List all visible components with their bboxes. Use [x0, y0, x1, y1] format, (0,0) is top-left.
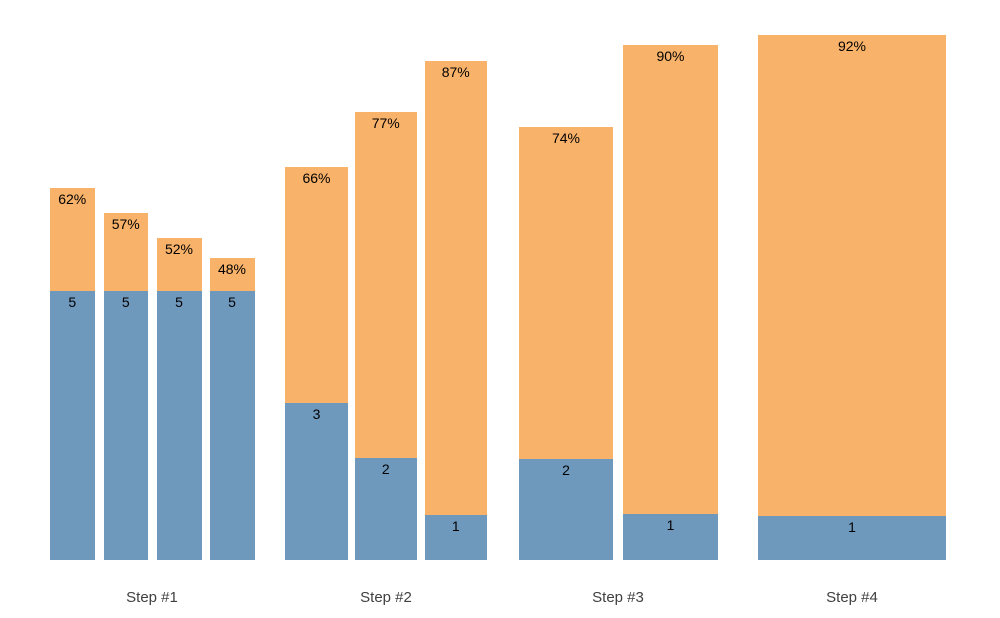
- stacked-bar: 87% 1: [424, 61, 487, 560]
- bar-top-segment: 57%: [103, 213, 148, 291]
- stacked-bar: 66% 3: [285, 167, 348, 560]
- bar-bottom-segment: 1: [623, 514, 718, 560]
- bar-percent-label: 48%: [217, 261, 247, 277]
- bar-percent-label: 77%: [371, 115, 400, 131]
- bar-count-label: 5: [121, 294, 130, 310]
- bar-bottom-segment: 5: [50, 291, 95, 560]
- bar-count-label: 5: [68, 294, 77, 310]
- bar-count-label: 1: [666, 517, 675, 533]
- bar-count-label: 1: [451, 518, 460, 534]
- x-axis-label: Step #1: [126, 589, 178, 606]
- bar-bottom-segment: 5: [209, 291, 255, 560]
- bar-percent-label: 52%: [164, 241, 194, 257]
- bar-percent-label: 66%: [302, 170, 331, 186]
- bar-percent-label: 87%: [441, 64, 470, 80]
- bar-count-label: 5: [228, 294, 236, 310]
- bar-count-label: 2: [381, 461, 390, 477]
- bar-top-segment: 52%: [156, 238, 202, 291]
- bar-top-segment: 74%: [519, 127, 613, 459]
- stacked-bar: 90% 1: [623, 45, 718, 560]
- bar-bottom-segment: 3: [285, 403, 348, 560]
- stacked-bar: 57% 5: [103, 213, 148, 560]
- stacked-bar: 92% 1: [758, 35, 946, 560]
- x-axis-label: Step #3: [592, 589, 644, 606]
- bar-top-segment: 87%: [424, 61, 487, 515]
- bar-top-segment: 62%: [50, 188, 95, 291]
- bar-percent-label: 57%: [111, 216, 140, 232]
- bar-percent-label: 90%: [656, 48, 685, 64]
- stacked-bar: 77% 2: [354, 112, 417, 560]
- stacked-bar: 48% 5: [209, 258, 255, 560]
- bar-bottom-segment: 1: [424, 515, 487, 560]
- stacked-bar: 74% 2: [519, 127, 613, 560]
- bar-bottom-segment: 2: [519, 459, 613, 560]
- bar-count-label: 2: [562, 462, 570, 478]
- bar-count-label: 3: [312, 406, 321, 422]
- bar-count-label: 5: [175, 294, 183, 310]
- bar-count-label: 1: [848, 519, 856, 535]
- bar-top-segment: 48%: [209, 258, 255, 291]
- x-axis-label: Step #4: [826, 589, 878, 606]
- stacked-bar: 62% 5: [50, 188, 95, 560]
- bar-top-segment: 92%: [758, 35, 946, 516]
- bar-top-segment: 66%: [285, 167, 348, 403]
- bar-percent-label: 62%: [58, 191, 87, 207]
- x-axis-label: Step #2: [360, 589, 412, 606]
- bar-bottom-segment: 5: [103, 291, 148, 560]
- bar-top-segment: 77%: [354, 112, 417, 458]
- bar-bottom-segment: 2: [354, 458, 417, 560]
- bar-percent-label: 74%: [551, 130, 581, 146]
- bar-bottom-segment: 5: [156, 291, 202, 560]
- stacked-bar: 52% 5: [156, 238, 202, 560]
- bar-top-segment: 90%: [623, 45, 718, 514]
- bar-percent-label: 92%: [837, 38, 867, 54]
- bar-bottom-segment: 1: [758, 516, 946, 560]
